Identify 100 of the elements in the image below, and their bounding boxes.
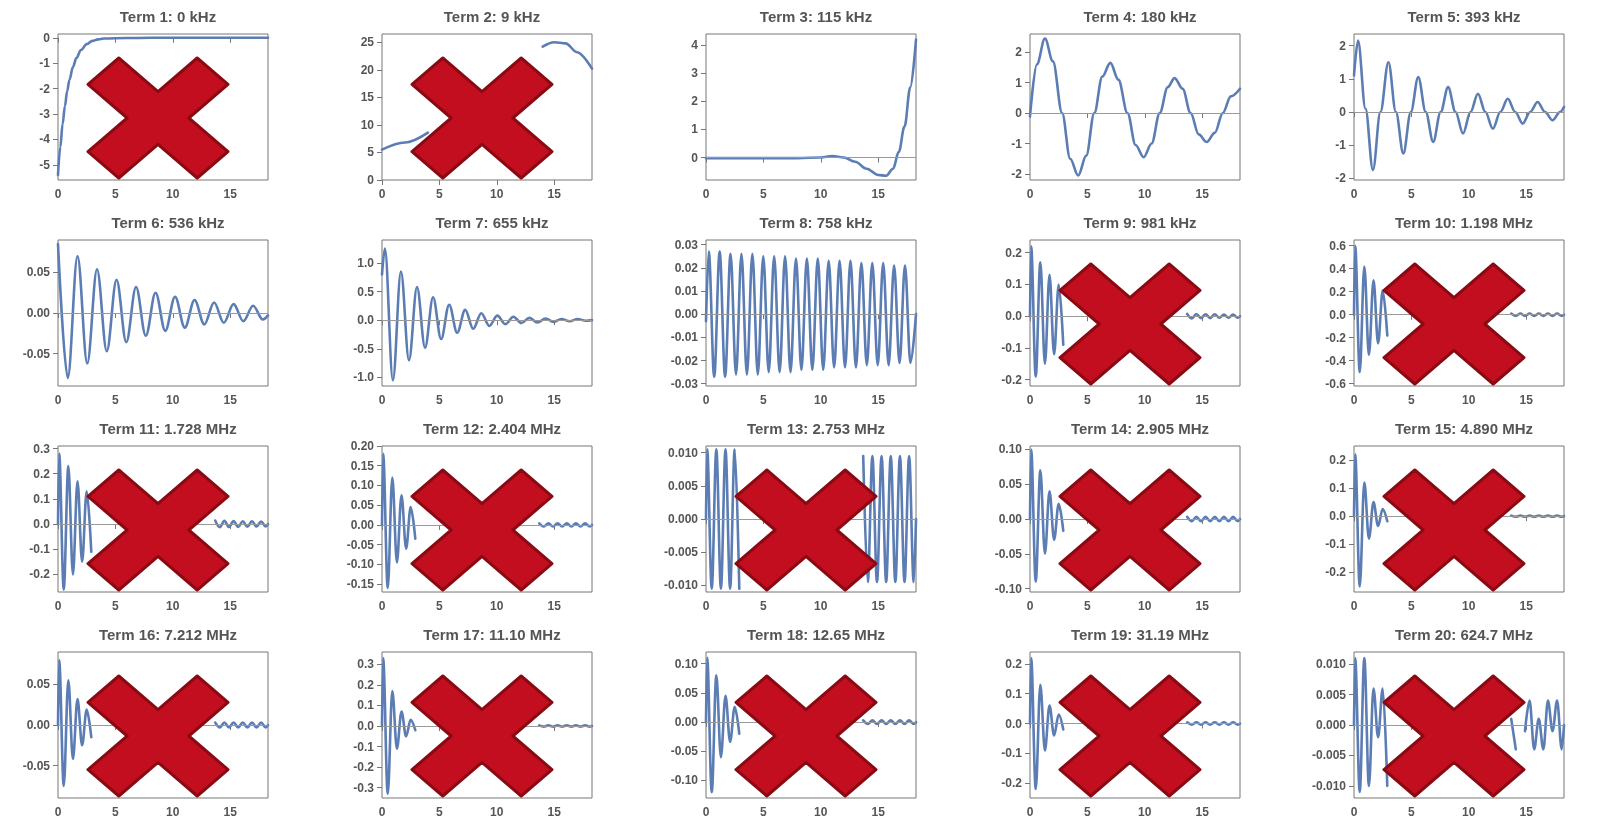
x-tick-label: 0 — [54, 393, 62, 407]
chart-title: Term 15: 4.890 MHz — [1394, 420, 1534, 437]
y-tick-label: 2 — [691, 94, 699, 109]
x-tick-label: 15 — [1519, 805, 1534, 819]
line-series — [1352, 39, 1566, 172]
y-tick-label: 0.2 — [357, 677, 375, 692]
y-tick-label: 0.010 — [667, 445, 699, 460]
y-tick-label: 0.10 — [998, 442, 1023, 457]
x-tick-label: 0 — [702, 805, 710, 819]
y-tick-label: -1 — [1011, 136, 1023, 151]
y-tick-label: 0.005 — [667, 478, 699, 493]
y-tick-label: 1 — [1015, 75, 1023, 90]
x-tick-label: 15 — [547, 805, 562, 819]
y-tick-label: -0.05 — [22, 758, 51, 773]
y-tick-label: 0.10 — [674, 656, 699, 671]
y-tick-label: -0.03 — [670, 376, 699, 391]
y-tick-label: -0.4 — [1325, 353, 1347, 368]
y-tick-label: 20 — [360, 62, 375, 77]
x-tick-label: 5 — [1084, 187, 1092, 201]
y-tick-label: -0.2 — [353, 760, 375, 775]
x-tick-label: 5 — [760, 393, 768, 407]
y-tick-label: -0.005 — [1311, 748, 1347, 763]
y-tick-label: -1.0 — [353, 370, 375, 385]
y-tick-label: 0.2 — [1329, 284, 1347, 299]
x-tick-label: 10 — [166, 393, 180, 407]
y-tick-label: -0.1 — [1001, 340, 1023, 355]
x-tick-label: 0 — [378, 805, 386, 819]
x-tick-label: 15 — [871, 599, 886, 613]
line-series — [380, 247, 594, 382]
x-tick-label: 15 — [223, 393, 238, 407]
x-tick-label: 10 — [490, 805, 504, 819]
x-tick-label: 5 — [1084, 599, 1092, 613]
y-tick-label: -0.6 — [1325, 376, 1347, 391]
y-tick-label: -0.01 — [670, 330, 699, 345]
x-tick-label: 0 — [1350, 393, 1358, 407]
y-tick-label: 0.05 — [350, 498, 375, 513]
x-tick-label: 0 — [378, 393, 386, 407]
y-tick-label: 10 — [360, 117, 375, 132]
x-tick-label: 0 — [702, 393, 710, 407]
x-tick-label: 0 — [54, 599, 62, 613]
x-tick-label: 15 — [223, 805, 238, 819]
line-series — [704, 38, 918, 178]
chart-title: Term 4: 180 kHz — [1083, 8, 1197, 25]
chart-title: Term 6: 536 kHz — [111, 214, 225, 231]
x-tick-label: 5 — [1408, 599, 1416, 613]
x-tick-label: 15 — [871, 393, 886, 407]
y-tick-label: 0.3 — [357, 657, 375, 672]
y-tick-label: 0 — [1339, 104, 1347, 119]
chart-title: Term 1: 0 kHz — [119, 8, 217, 25]
y-tick-label: 0 — [367, 173, 375, 187]
y-tick-label: 0.2 — [33, 466, 51, 481]
x-tick-label: 0 — [378, 187, 386, 201]
chart-title: Term 5: 393 kHz — [1407, 8, 1521, 25]
y-tick-label: 0.20 — [350, 439, 375, 453]
x-tick-label: 0 — [1026, 805, 1034, 819]
y-tick-label: -0.5 — [353, 341, 375, 356]
x-tick-label: 15 — [1195, 599, 1210, 613]
line-series — [56, 36, 270, 177]
y-tick-label: -0.2 — [1001, 776, 1023, 791]
x-tick-label: 5 — [112, 187, 120, 201]
x-tick-label: 15 — [871, 805, 886, 819]
x-tick-label: 10 — [814, 805, 828, 819]
x-tick-label: 10 — [814, 393, 828, 407]
x-tick-label: 15 — [223, 187, 238, 201]
x-tick-label: 15 — [223, 599, 238, 613]
x-tick-label: 0 — [54, 805, 62, 819]
x-tick-label: 5 — [760, 187, 768, 201]
x-tick-label: 0 — [1026, 599, 1034, 613]
y-tick-label: 25 — [360, 35, 375, 50]
chart-title: Term 14: 2.905 MHz — [1070, 420, 1210, 437]
x-tick-label: 10 — [1138, 187, 1152, 201]
y-tick-label: 0.00 — [26, 718, 51, 732]
x-tick-label: 10 — [490, 599, 504, 613]
y-tick-label: -0.010 — [1311, 778, 1347, 793]
y-tick-label: 2 — [1015, 45, 1023, 60]
x-tick-label: 5 — [1408, 393, 1416, 407]
x-tick-label: 5 — [112, 805, 120, 819]
y-tick-label: 0 — [1015, 106, 1023, 121]
chart-title: Term 9: 981 kHz — [1083, 214, 1197, 231]
y-tick-label: -2 — [1011, 166, 1023, 181]
y-tick-label: 0.2 — [1005, 656, 1023, 671]
line-series — [1028, 37, 1242, 177]
y-tick-label: -0.2 — [29, 567, 51, 582]
x-tick-label: 0 — [1350, 599, 1358, 613]
y-tick-label: -2 — [39, 81, 51, 96]
x-tick-label: 0 — [1026, 187, 1034, 201]
x-tick-label: 15 — [1195, 805, 1210, 819]
x-tick-label: 15 — [1195, 187, 1210, 201]
x-tick-label: 10 — [1462, 393, 1476, 407]
y-tick-label: 0.0 — [1005, 716, 1023, 731]
chart-title: Term 11: 1.728 MHz — [99, 420, 237, 437]
x-tick-label: 5 — [436, 599, 444, 613]
y-tick-label: 0.010 — [1315, 657, 1347, 672]
y-tick-label: -0.02 — [670, 353, 699, 368]
x-tick-label: 15 — [1195, 393, 1210, 407]
y-tick-label: 0.00 — [350, 517, 375, 532]
y-tick-label: -0.2 — [1325, 330, 1347, 345]
y-tick-label: 0.02 — [674, 260, 699, 275]
y-tick-label: 0.10 — [350, 478, 375, 493]
y-tick-label: 0.0 — [33, 517, 51, 532]
